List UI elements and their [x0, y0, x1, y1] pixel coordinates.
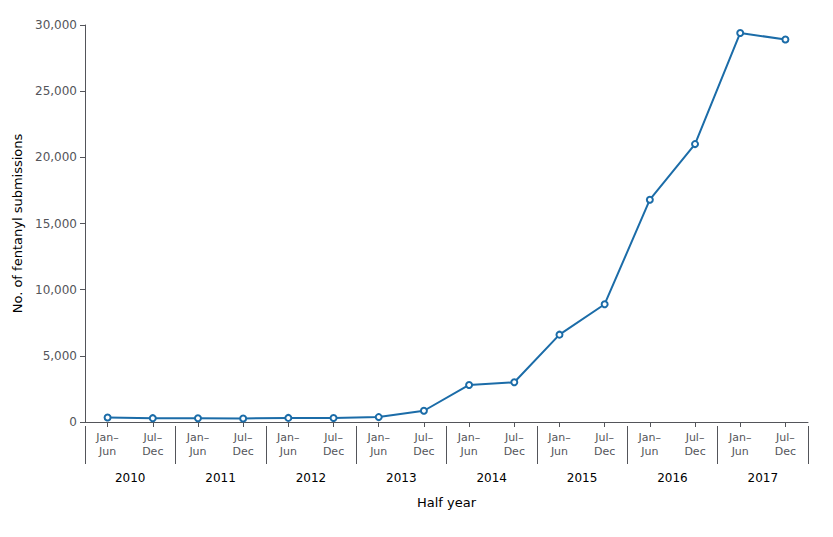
- svg-text:Jul–: Jul–: [414, 431, 434, 444]
- svg-text:2014: 2014: [476, 471, 507, 485]
- svg-text:Jan–: Jan–: [547, 431, 570, 444]
- svg-text:Jul–: Jul–: [323, 431, 343, 444]
- svg-text:Jul–: Jul–: [685, 431, 705, 444]
- svg-text:15,000: 15,000: [35, 217, 77, 231]
- svg-text:2015: 2015: [567, 471, 598, 485]
- svg-text:Half year: Half year: [417, 495, 477, 510]
- svg-text:Dec: Dec: [142, 445, 163, 458]
- svg-text:Jun: Jun: [369, 445, 387, 458]
- svg-text:Dec: Dec: [413, 445, 434, 458]
- svg-text:Jun: Jun: [460, 445, 478, 458]
- svg-text:20,000: 20,000: [35, 150, 77, 164]
- svg-text:Jan–: Jan–: [638, 431, 661, 444]
- svg-text:0: 0: [69, 415, 77, 429]
- svg-text:2017: 2017: [748, 471, 779, 485]
- svg-text:Jun: Jun: [279, 445, 297, 458]
- svg-text:Jul–: Jul–: [775, 431, 795, 444]
- svg-text:2010: 2010: [115, 471, 146, 485]
- svg-text:Jan–: Jan–: [366, 431, 389, 444]
- svg-text:Dec: Dec: [775, 445, 796, 458]
- svg-text:Jun: Jun: [188, 445, 206, 458]
- svg-text:Jul–: Jul–: [233, 431, 253, 444]
- svg-text:Dec: Dec: [684, 445, 705, 458]
- svg-text:Jun: Jun: [640, 445, 658, 458]
- svg-text:Jul–: Jul–: [142, 431, 162, 444]
- svg-text:Jul–: Jul–: [594, 431, 614, 444]
- svg-text:No. of fentanyl submissions: No. of fentanyl submissions: [10, 133, 25, 313]
- svg-text:30,000: 30,000: [35, 18, 77, 32]
- svg-text:Jun: Jun: [731, 445, 749, 458]
- svg-text:Jan–: Jan–: [276, 431, 299, 444]
- svg-text:Jan–: Jan–: [186, 431, 209, 444]
- svg-text:Jul–: Jul–: [504, 431, 524, 444]
- svg-text:Dec: Dec: [323, 445, 344, 458]
- svg-text:Jun: Jun: [98, 445, 116, 458]
- svg-text:Dec: Dec: [504, 445, 525, 458]
- svg-text:Dec: Dec: [233, 445, 254, 458]
- svg-text:2016: 2016: [657, 471, 688, 485]
- svg-text:Dec: Dec: [594, 445, 615, 458]
- svg-text:25,000: 25,000: [35, 84, 77, 98]
- svg-text:2011: 2011: [205, 471, 236, 485]
- svg-text:Jan–: Jan–: [95, 431, 118, 444]
- svg-text:Jan–: Jan–: [728, 431, 751, 444]
- svg-text:Jun: Jun: [550, 445, 568, 458]
- svg-text:5,000: 5,000: [43, 349, 77, 363]
- svg-text:10,000: 10,000: [35, 283, 77, 297]
- svg-text:2012: 2012: [296, 471, 327, 485]
- svg-text:2013: 2013: [386, 471, 417, 485]
- svg-text:Jan–: Jan–: [457, 431, 480, 444]
